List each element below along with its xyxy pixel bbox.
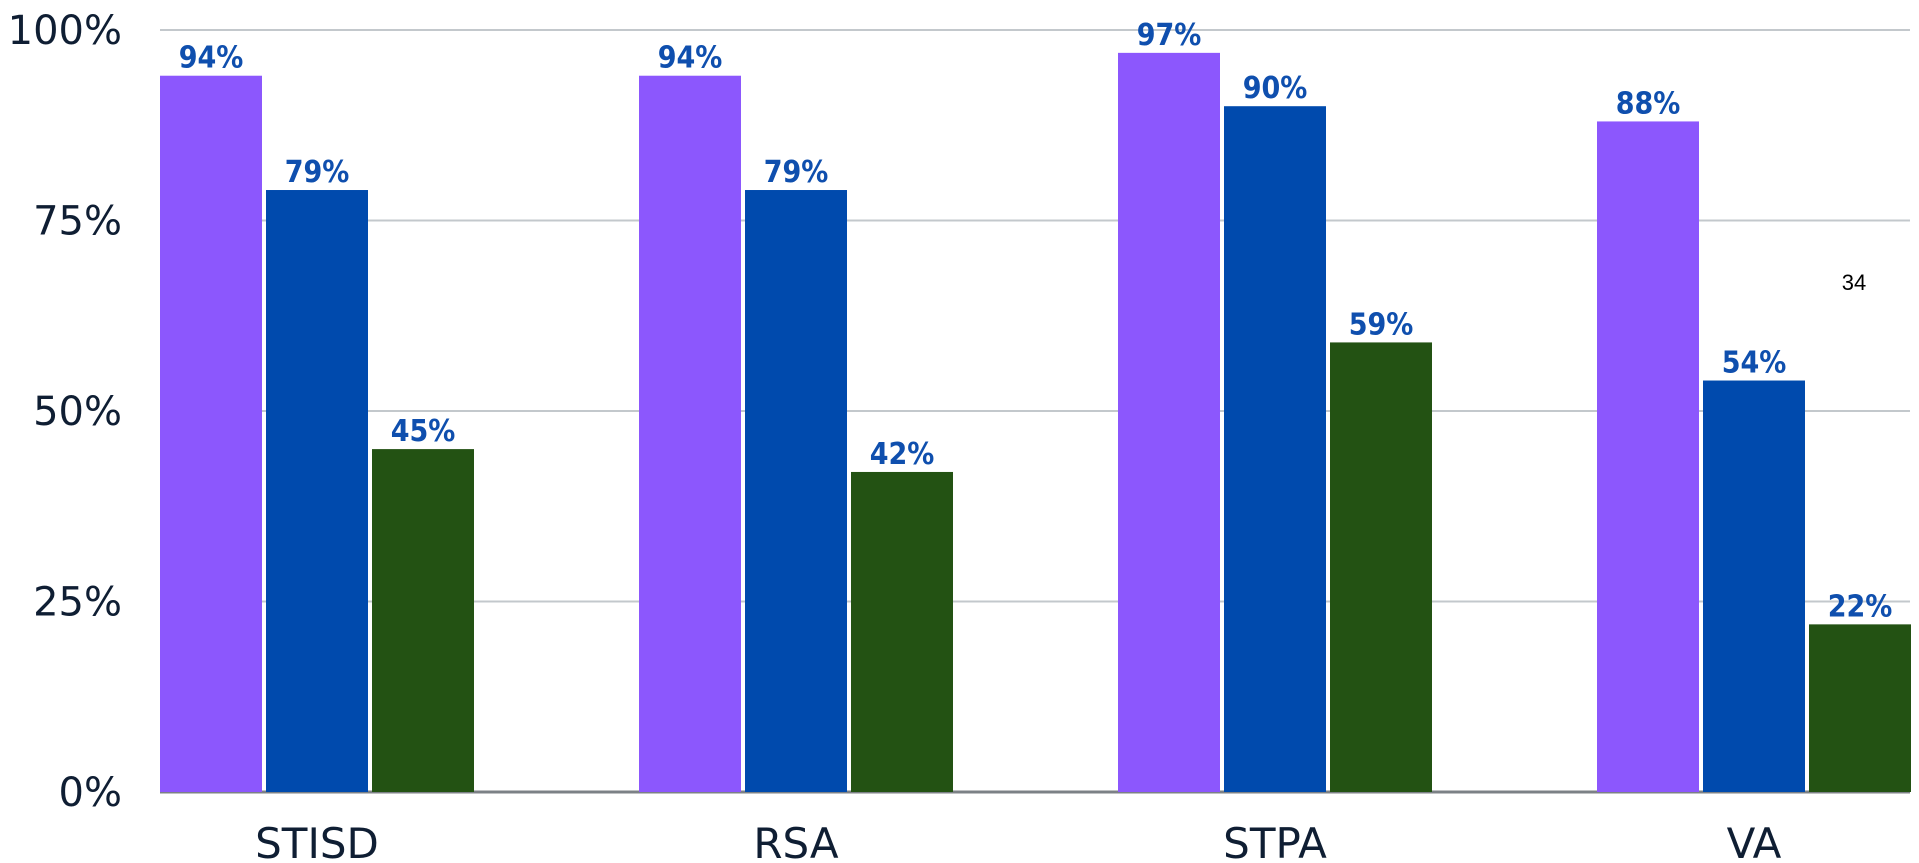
bar (1809, 624, 1911, 792)
stray-annotation: 34 (1842, 270, 1866, 295)
data-labels: 94% 79% 45% 94% 79% 42% 97% 90% 59% 88% 54% 22% (179, 18, 1893, 624)
x-axis-ticks: STISD RSA STPA VA (255, 819, 1782, 863)
y-tick-label: 0% (59, 770, 122, 816)
data-label: 94% (179, 41, 244, 76)
data-label: 79% (285, 155, 350, 190)
bar (1118, 52, 1220, 793)
y-tick-label: 75% (33, 199, 122, 245)
x-tick-label: STISD (255, 819, 379, 863)
bar (1224, 106, 1326, 792)
data-label: 97% (1137, 18, 1202, 53)
bar (1597, 121, 1699, 792)
bar (160, 75, 262, 793)
y-tick-label: 25% (33, 580, 122, 626)
bar (266, 190, 368, 792)
data-label: 79% (764, 155, 829, 190)
bar (1330, 342, 1432, 792)
x-tick-label: VA (1727, 819, 1782, 863)
data-label: 22% (1828, 589, 1893, 624)
x-tick-label: STPA (1223, 819, 1327, 863)
bar (372, 449, 474, 792)
data-label: 88% (1616, 86, 1681, 121)
y-tick-label: 50% (33, 389, 122, 435)
data-label: 42% (870, 437, 935, 472)
bar (639, 75, 741, 793)
data-label: 45% (391, 414, 456, 449)
data-label: 94% (658, 41, 723, 76)
data-label: 54% (1722, 346, 1787, 381)
bar (745, 190, 847, 792)
y-axis-ticks: 0% 25% 50% 75% 100% (8, 8, 122, 816)
bars (160, 52, 1911, 793)
data-label: 90% (1243, 71, 1308, 106)
y-tick-label: 100% (8, 8, 122, 54)
bar (1703, 380, 1805, 792)
data-label: 59% (1349, 307, 1414, 342)
x-tick-label: RSA (753, 819, 839, 863)
bar (851, 471, 953, 792)
